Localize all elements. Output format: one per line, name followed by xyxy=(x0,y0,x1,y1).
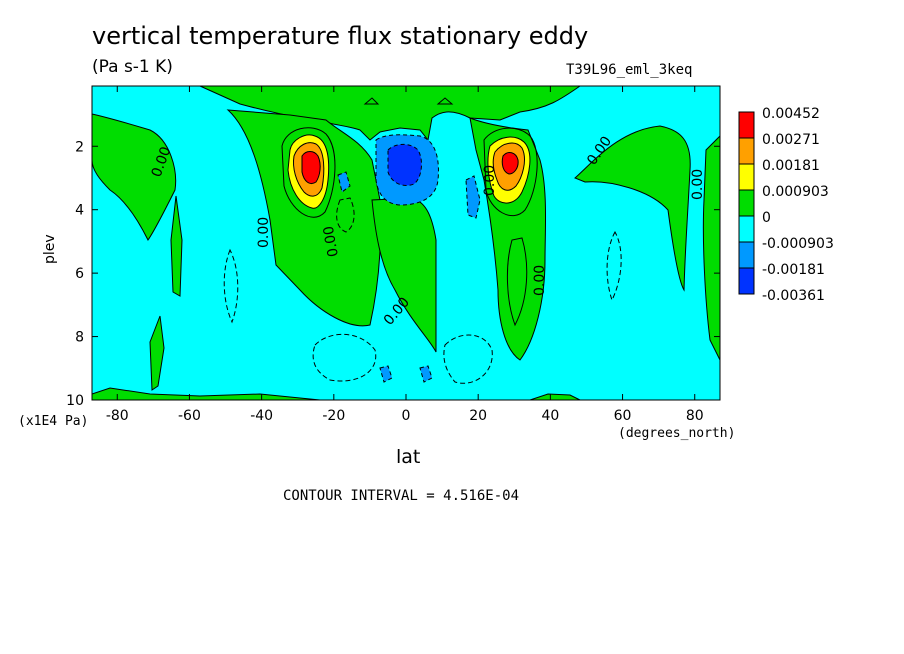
x-tick-label: 20 xyxy=(469,408,487,424)
x-tick-label: 0 xyxy=(402,408,411,424)
low-min-left xyxy=(379,365,393,383)
run-label: T39L96_eml_3keq xyxy=(566,62,693,78)
colorbar-label: 0.00181 xyxy=(762,158,820,174)
small-green-patch-2 xyxy=(436,97,454,105)
contour-label: 0.00 xyxy=(690,169,706,200)
left-green-strip xyxy=(170,195,183,297)
x-tick-label: -80 xyxy=(106,408,129,424)
positive-contours xyxy=(281,127,538,327)
colorbar-label: -0.00361 xyxy=(762,288,825,304)
pos-contour-1 xyxy=(281,127,336,218)
colorbar-label: 0.00271 xyxy=(762,132,820,148)
colorbar-label: 0.000903 xyxy=(762,184,829,200)
colorbar-label: -0.00181 xyxy=(762,262,825,278)
colorbar-label: 0.00452 xyxy=(762,106,820,122)
pos-contour-3 xyxy=(506,237,528,327)
y-axis-unit: (x1E4 Pa) xyxy=(18,414,89,429)
x-tick-label: 80 xyxy=(686,408,704,424)
colorbar: 0.00452 0.00271 0.00181 0.000903 0 -0.000903 -… xyxy=(738,106,834,304)
chart-units: (Pa s-1 K) xyxy=(92,57,173,77)
x-axis-label: lat xyxy=(396,446,421,468)
low-min-right xyxy=(419,365,433,383)
small-green-patch-1 xyxy=(363,97,380,105)
contour-label: 0.00 xyxy=(321,225,342,258)
y-tick-label: 2 xyxy=(75,139,84,155)
x-tick-label: -20 xyxy=(322,408,345,424)
plot-area: 0.00 0.00 0.00 0.00 0.00 0.00 0.00 0.00 xyxy=(91,85,721,401)
neg-contour-3 xyxy=(443,334,493,384)
pos-contour-2 xyxy=(483,127,538,216)
x-tick-label: 60 xyxy=(614,408,632,424)
left-green-lobe xyxy=(91,113,177,241)
negative-contours xyxy=(223,197,622,384)
colorbar-swatch xyxy=(738,163,755,191)
colorbar-swatch xyxy=(738,189,755,217)
right-green-lobe xyxy=(574,125,691,292)
neg-contour-4 xyxy=(336,197,355,233)
colorbar-swatch xyxy=(738,241,755,269)
y-tick-label: 6 xyxy=(75,266,84,282)
colorbar-swatch xyxy=(738,137,755,165)
colorbar-swatch xyxy=(738,215,755,243)
colorbar-swatch xyxy=(738,111,755,139)
contour-label: 0.00 xyxy=(482,165,498,196)
sh-small-min xyxy=(337,171,351,193)
colorbar-label: 0 xyxy=(762,210,771,226)
minima xyxy=(337,134,481,383)
contour-interval-text: CONTOUR INTERVAL = 4.516E-04 xyxy=(283,488,520,504)
y-tick-label: 4 xyxy=(75,203,84,219)
contour-label: 0.00 xyxy=(256,217,272,248)
y-tick-label: 10 xyxy=(66,393,84,409)
equatorial-min-inner xyxy=(387,143,422,186)
neg-contour-2 xyxy=(312,333,377,382)
y-tick-label: 8 xyxy=(75,330,84,346)
neg-contour-5 xyxy=(606,230,622,302)
x-axis-unit: (degrees_north) xyxy=(618,426,736,441)
sh-subtropical-green xyxy=(226,109,382,327)
x-axis: -80 -60 -40 -20 0 20 40 60 80 xyxy=(106,86,704,424)
colorbar-label: -0.000903 xyxy=(762,236,834,252)
right-edge-green xyxy=(702,134,721,361)
neg-contour-1 xyxy=(223,248,239,324)
contour-label: 0.00 xyxy=(532,265,548,296)
left-low-green xyxy=(149,315,165,391)
sh-max-red xyxy=(301,151,321,185)
y-axis-label: plev xyxy=(42,234,58,264)
maxima xyxy=(287,134,531,209)
central-green-spur xyxy=(371,197,437,353)
colorbar-swatch xyxy=(738,267,755,295)
chart-title: vertical temperature flux stationary edd… xyxy=(92,22,589,50)
x-tick-label: -60 xyxy=(178,408,201,424)
nh-max-red xyxy=(501,152,519,175)
x-tick-label: -40 xyxy=(250,408,273,424)
x-tick-label: 40 xyxy=(541,408,559,424)
y-axis: 2 4 6 8 10 xyxy=(66,139,720,409)
nh-small-min xyxy=(465,175,481,219)
